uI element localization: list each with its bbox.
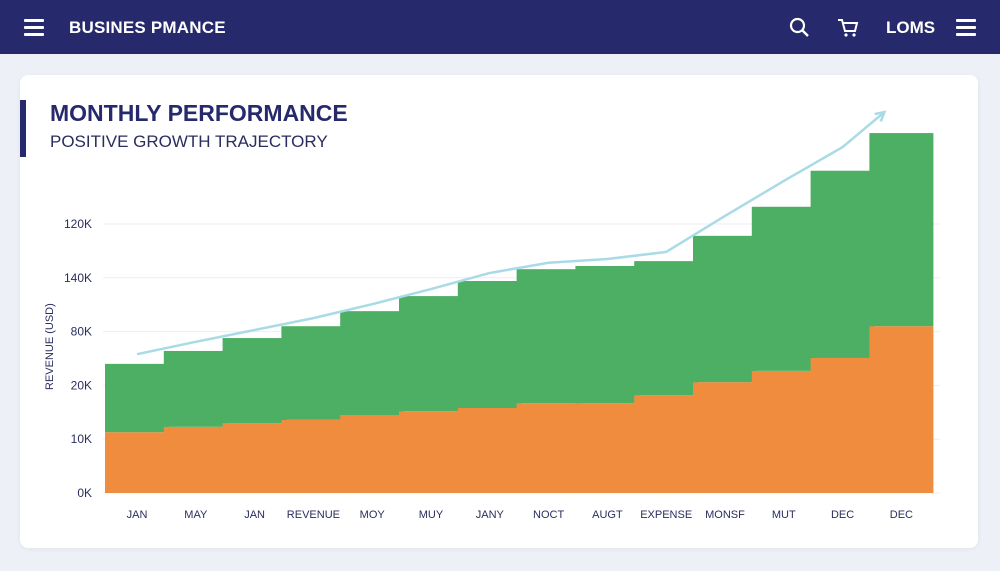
bar-segment-green	[575, 265, 640, 404]
x-tick-label: JANY	[476, 509, 505, 521]
bar-segment-orange	[163, 426, 228, 493]
x-tick-label: MUY	[419, 509, 444, 521]
bar-segment-orange	[516, 403, 581, 493]
bar-segment-green	[222, 338, 287, 424]
bar-segment-orange	[105, 432, 169, 493]
x-tick-label: JAN	[244, 509, 265, 521]
bar-segment-orange	[457, 407, 522, 493]
trend-line	[136, 111, 886, 356]
x-tick-label: NOCT	[533, 509, 564, 521]
bar-segment-orange	[399, 411, 463, 493]
chart-subtitle: POSITIVE GROWTH TRAJECTORY	[50, 132, 328, 151]
bar-segment-orange	[693, 382, 757, 493]
x-tick-label: MAY	[184, 509, 208, 521]
chart-title: MONTHLY PERFORMANCE	[50, 100, 348, 126]
bar-segment-green	[751, 206, 816, 371]
menu-icon[interactable]	[956, 19, 976, 36]
bar-segment-green	[105, 363, 169, 433]
x-tick-label: MUT	[772, 509, 796, 521]
bar-segment-orange	[281, 419, 346, 493]
y-axis-label: REVENUE (USD)	[44, 303, 56, 390]
trend-arrow-icon	[874, 110, 887, 122]
x-tick-label: DEC	[890, 509, 913, 521]
cart-icon[interactable]	[836, 17, 860, 39]
y-tick-label: 140K	[64, 271, 92, 285]
x-tick-label: AUGT	[592, 509, 623, 521]
x-tick-label: JAN	[127, 509, 148, 521]
bar-segment-orange	[575, 403, 640, 493]
bar-segment-orange	[751, 370, 816, 493]
top-navbar: BUSINES PMANCE LOMS	[0, 0, 1000, 54]
bar-segment-green	[399, 296, 463, 412]
bar-segment-green	[693, 235, 757, 383]
x-tick-label: EXPENSE	[640, 509, 692, 521]
bar-segment-orange	[810, 357, 875, 493]
y-tick-label: 80K	[71, 325, 92, 339]
menu-icon[interactable]	[24, 19, 44, 36]
bar-segment-green	[810, 170, 875, 358]
bar-segment-green	[516, 269, 581, 404]
bar-segment-green	[457, 281, 522, 408]
bar-segment-green	[869, 133, 934, 327]
bar-segment-orange	[340, 414, 405, 493]
y-tick-label: 0K	[77, 486, 92, 500]
app-title: BUSINES PMANCE	[69, 18, 226, 37]
x-tick-label: MOY	[360, 509, 386, 521]
y-tick-label: 20K	[71, 378, 92, 392]
bar-segment-green	[634, 261, 699, 396]
bar-segment-orange	[869, 326, 934, 493]
title-accent-bar	[20, 100, 26, 157]
bar-segment-orange	[222, 423, 287, 493]
y-tick-label: 10K	[71, 432, 92, 446]
x-tick-label: MONSF	[705, 509, 745, 521]
x-tick-label: REVENUE	[287, 509, 340, 521]
bar-segment-green	[163, 350, 228, 427]
search-icon[interactable]	[789, 17, 811, 39]
bar-segment-green	[340, 311, 405, 415]
bar-segment-orange	[634, 395, 699, 493]
y-tick-label: 120K	[64, 217, 92, 231]
account-button[interactable]: LOMS	[886, 18, 936, 37]
bar-segment-green	[281, 326, 346, 420]
x-tick-label: DEC	[831, 509, 854, 521]
